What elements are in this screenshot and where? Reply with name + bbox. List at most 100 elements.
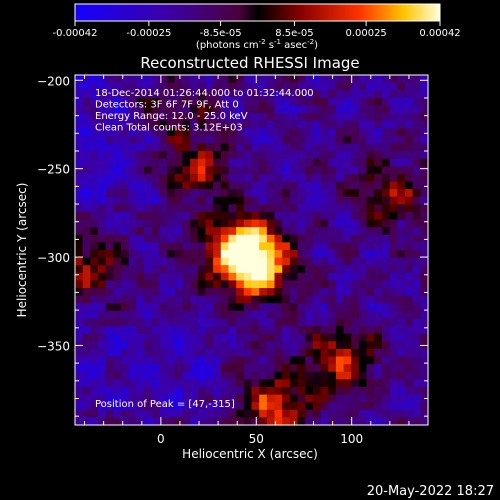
heatmap-cell: [320, 402, 329, 411]
heatmap-cell: [98, 113, 107, 122]
heatmap-cell: [128, 128, 137, 137]
heatmap-cell: [420, 120, 429, 129]
heatmap-cell: [213, 219, 222, 228]
heatmap-cell: [205, 364, 214, 373]
heatmap-cell: [266, 105, 276, 114]
heatmap-cell: [412, 97, 421, 107]
heatmap-cell: [351, 326, 360, 335]
heatmap-cell: [259, 166, 268, 175]
heatmap-cell: [266, 128, 276, 137]
heatmap-cell: [374, 234, 383, 243]
heatmap-cell: [167, 75, 176, 84]
heatmap-cell: [243, 135, 253, 145]
heatmap-cell: [305, 227, 314, 236]
heatmap-cell: [220, 341, 230, 350]
heatmap-cell: [190, 379, 199, 388]
heatmap-cell: [182, 158, 191, 167]
heatmap-cell: [335, 265, 345, 274]
heatmap-cell: [220, 272, 230, 282]
heatmap-cell: [343, 242, 352, 251]
heatmap-cell: [182, 166, 191, 175]
heatmap-cell: [228, 181, 237, 190]
heatmap-cell: [266, 143, 276, 152]
heatmap-cell: [397, 82, 406, 91]
heatmap-cell: [190, 227, 199, 236]
heatmap-cell: [297, 257, 306, 266]
heatmap-cell: [128, 158, 137, 167]
heatmap-cell: [389, 151, 398, 160]
heatmap-cell: [251, 364, 260, 373]
heatmap-cell: [274, 348, 283, 358]
heatmap-cell: [82, 257, 91, 266]
heatmap-cell: [328, 166, 337, 175]
heatmap-cell: [205, 402, 214, 411]
heatmap-cell: [335, 128, 345, 137]
heatmap-cell: [374, 143, 383, 152]
heatmap-cell: [282, 318, 291, 327]
heatmap-cell: [412, 371, 421, 380]
heatmap-cell: [82, 135, 91, 145]
heatmap-cell: [358, 151, 368, 160]
heatmap-cell: [397, 219, 406, 228]
heatmap-cell: [320, 288, 329, 297]
heatmap-cell: [420, 181, 429, 190]
heatmap-cell: [351, 250, 360, 259]
heatmap-cell: [328, 219, 337, 228]
heatmap-cell: [397, 348, 406, 358]
heatmap-cell: [289, 402, 299, 411]
heatmap-cell: [397, 189, 406, 198]
heatmap-cell: [220, 97, 230, 107]
heatmap-cell: [397, 97, 406, 107]
heatmap-cell: [228, 158, 237, 167]
heatmap-cell: [82, 326, 91, 335]
heatmap-cell: [144, 348, 153, 358]
heatmap-cell: [105, 348, 114, 358]
heatmap-cell: [282, 379, 291, 388]
heatmap-cell: [136, 181, 145, 190]
heatmap-cell: [121, 326, 130, 335]
heatmap-cell: [420, 417, 429, 426]
heatmap-cell: [205, 189, 214, 198]
heatmap-cell: [144, 303, 153, 312]
heatmap-cell: [182, 348, 191, 358]
heatmap-cell: [82, 265, 91, 274]
heatmap-cell: [251, 280, 260, 289]
heatmap-cell: [205, 75, 214, 84]
heatmap-cell: [297, 288, 306, 297]
heatmap-cell: [266, 402, 276, 411]
heatmap-cell: [251, 348, 260, 358]
heatmap-cell: [75, 386, 84, 396]
heatmap-cell: [82, 120, 91, 129]
heatmap-cell: [82, 128, 91, 137]
heatmap-cell: [121, 189, 130, 198]
heatmap-cell: [389, 280, 398, 289]
heatmap-cell: [282, 75, 291, 84]
heatmap-cell: [90, 280, 99, 289]
heatmap-cell: [243, 227, 253, 236]
heatmap-cell: [136, 242, 145, 251]
heatmap-cell: [128, 166, 137, 175]
heatmap-cell: [228, 128, 237, 137]
heatmap-cell: [289, 250, 299, 259]
heatmap-cell: [236, 242, 245, 251]
heatmap-cell: [358, 326, 368, 335]
heatmap-cell: [335, 250, 345, 259]
heatmap-cell: [328, 158, 337, 167]
heatmap-cell: [397, 386, 406, 396]
colorbar: -0.00042 -0.00025 -8.5e-05 8.5e-05 0.00025 0.…: [53, 3, 461, 51]
heatmap-cell: [343, 181, 352, 190]
heatmap-cell: [144, 113, 153, 122]
heatmap-cell: [151, 181, 161, 190]
heatmap-cell: [305, 75, 314, 84]
heatmap-cell: [136, 219, 145, 228]
heatmap-cell: [289, 113, 299, 122]
heatmap-cell: [182, 272, 191, 282]
heatmap-cell: [312, 341, 322, 350]
heatmap-cell: [366, 303, 375, 312]
heatmap-cell: [351, 173, 360, 183]
heatmap-cell: [159, 371, 168, 380]
heatmap-cell: [351, 417, 360, 426]
heatmap-cell: [389, 173, 398, 183]
heatmap-cell: [236, 409, 245, 418]
heatmap-cell: [182, 303, 191, 312]
